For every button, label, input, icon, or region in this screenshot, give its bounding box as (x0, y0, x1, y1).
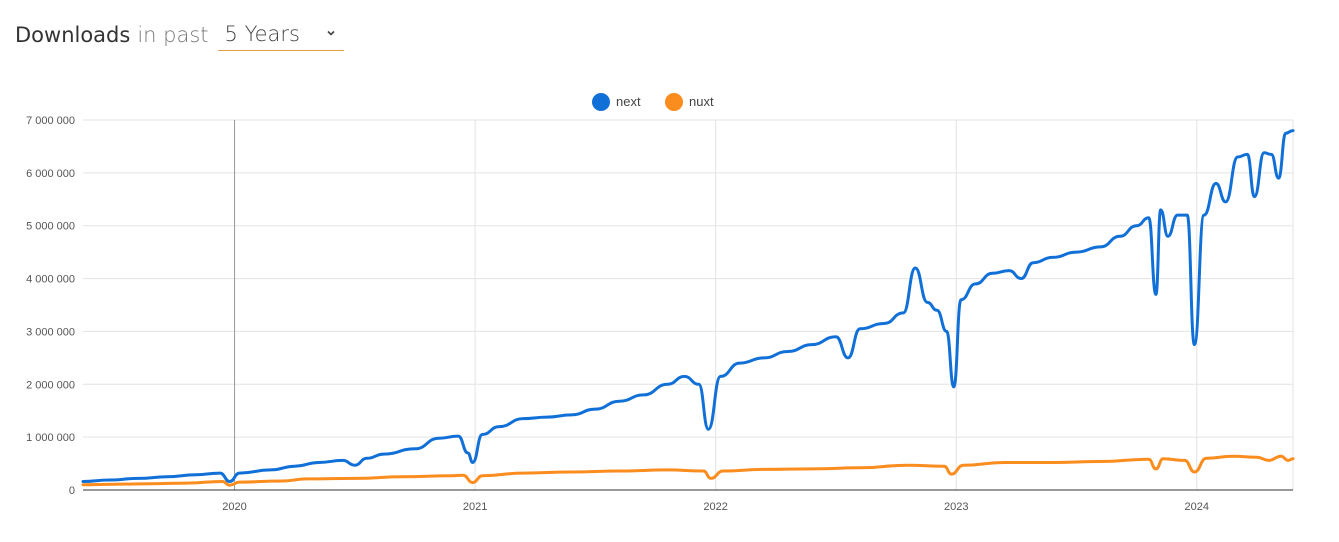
chevron-down-icon (326, 30, 335, 36)
series-line-next (81, 129, 1295, 483)
x-tick-label: 2021 (463, 501, 487, 513)
header-title: Downloads (15, 23, 131, 47)
legend-swatch-nuxt[interactable] (665, 93, 683, 111)
y-tick-label: 5 000 000 (26, 221, 75, 233)
legend-label-next: next (616, 94, 641, 109)
y-tick-label: 2 000 000 (26, 379, 75, 391)
header-connector: in past (137, 23, 209, 47)
y-tick-label: 7 000 000 (26, 115, 75, 127)
y-tick-label: 4 000 000 (26, 274, 75, 286)
x-tick-label: 2022 (703, 501, 727, 513)
y-tick-label: 0 (69, 485, 75, 497)
x-tick-label: 2024 (1185, 501, 1209, 513)
time-range-value: 5 Years (224, 21, 300, 46)
x-tick-label: 2023 (944, 501, 968, 513)
x-tick-label: 2020 (222, 501, 246, 513)
y-tick-label: 3 000 000 (26, 326, 75, 338)
legend-swatch-next[interactable] (592, 93, 610, 111)
y-tick-label: 1 000 000 (26, 432, 75, 444)
time-range-select[interactable]: 5 Years (217, 20, 344, 51)
y-tick-label: 6 000 000 (26, 168, 75, 180)
downloads-header: Downloads in past 5 Years (15, 18, 344, 52)
series-line-nuxt (81, 454, 1295, 487)
legend-label-nuxt: nuxt (689, 94, 714, 109)
